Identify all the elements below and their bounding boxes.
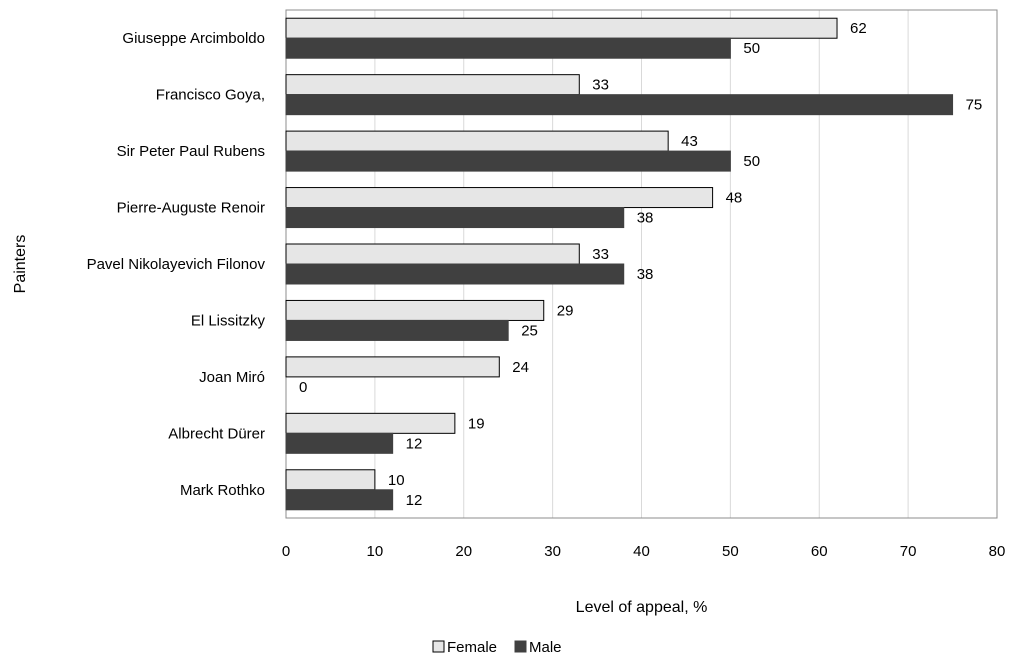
bar-male [285,489,394,511]
bar-male [285,319,509,341]
data-label: 24 [512,359,529,376]
legend-label-male: Male [529,639,562,656]
data-label: 0 [299,379,307,396]
category-label: Sir Peter Paul Rubens [117,143,265,160]
bar-male [285,150,731,172]
legend-swatch-female [432,640,445,653]
data-label: 25 [521,322,538,339]
bar-male [285,94,954,116]
bar-male [285,37,731,59]
x-tick-label: 80 [989,543,1006,560]
data-label: 62 [850,20,867,37]
category-label: Giuseppe Arcimboldo [122,30,265,47]
category-label: Mark Rothko [180,482,265,499]
y-axis-title: Painters [12,235,29,294]
bar-male [285,263,625,285]
bar-female [285,412,456,434]
category-label: Pavel Nikolayevich Filonov [87,256,266,273]
data-label: 12 [406,492,423,509]
data-label: 10 [388,472,405,489]
bar-female [285,243,580,265]
x-tick-labels: 0 10 20 30 40 50 60 70 80 [282,543,1006,560]
data-label: 33 [592,77,609,94]
data-label: 75 [966,97,983,114]
data-label: 38 [637,266,654,283]
category-label: Francisco Goya, [156,87,265,104]
data-label: 50 [743,40,760,57]
bar-male [285,207,625,229]
legend-label-female: Female [447,639,497,656]
data-label: 48 [726,190,743,207]
data-label: 50 [743,153,760,170]
legend-swatch-male [514,640,527,653]
x-tick-label: 30 [544,543,561,560]
x-tick-label: 70 [900,543,917,560]
x-axis-title: Level of appeal, % [576,599,708,616]
x-tick-label: 60 [811,543,828,560]
data-label: 19 [468,415,485,432]
bar-female [285,299,545,321]
category-labels: Giuseppe Arcimboldo Francisco Goya, Sir Pe… [87,30,266,499]
legend: Female Male [432,639,562,656]
bar-female [285,17,838,39]
category-label: El Lissitzky [191,312,266,329]
data-label: 38 [637,210,654,227]
bar-female [285,130,669,152]
category-label: Albrecht Dürer [168,425,265,442]
bars [285,17,954,511]
data-label: 33 [592,246,609,263]
x-tick-label: 20 [455,543,472,560]
x-tick-label: 0 [282,543,290,560]
bar-male [285,432,394,454]
data-label: 12 [406,435,423,452]
category-label: Pierre-Auguste Renoir [117,200,265,217]
bar-female [285,187,714,209]
x-tick-label: 10 [367,543,384,560]
bar-female [285,356,500,378]
data-label: 29 [557,302,574,319]
data-label: 43 [681,133,698,150]
bar-female [285,74,580,96]
x-tick-label: 40 [633,543,650,560]
bar-female [285,469,376,491]
x-tick-label: 50 [722,543,739,560]
category-label: Joan Miró [199,369,265,386]
